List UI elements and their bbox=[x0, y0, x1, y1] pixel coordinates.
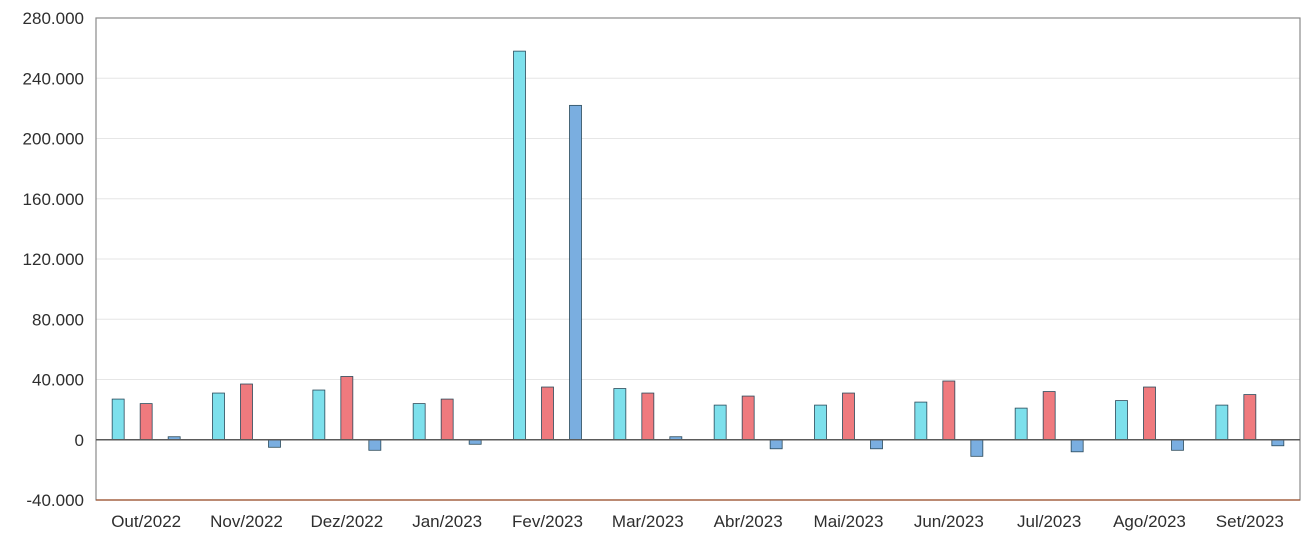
bar-series-2-ago-2023 bbox=[1143, 386, 1156, 441]
bar-series-3-nov-2022 bbox=[268, 439, 281, 448]
bar-series-1-jul-2023 bbox=[1014, 407, 1028, 441]
bar-series-2-dez-2022 bbox=[340, 376, 354, 441]
axis-lines bbox=[96, 439, 1300, 501]
x-axis: Out/2022 Nov/2022 Dez/2022 Jan/2023 Fev/2023… bbox=[111, 512, 1284, 531]
bar-series-1-nov-2022 bbox=[212, 392, 225, 441]
x-tick-label: Mai/2023 bbox=[814, 512, 884, 531]
bar-series-3-mai-2023 bbox=[870, 439, 883, 450]
y-tick-label: 200.000 bbox=[23, 130, 84, 149]
bar-series-1-abr-2023 bbox=[713, 404, 727, 441]
bar-series-2-set-2023 bbox=[1243, 394, 1257, 441]
bar-series-1-set-2023 bbox=[1215, 404, 1229, 441]
bar-series-2-nov-2022 bbox=[240, 383, 253, 441]
x-tick-label: Nov/2022 bbox=[210, 512, 283, 531]
bar-series-2-mai-2023 bbox=[842, 392, 855, 441]
y-tick-label: 240.000 bbox=[23, 69, 84, 88]
y-tick-label: 160.000 bbox=[23, 190, 84, 209]
x-tick-label: Dez/2022 bbox=[310, 512, 383, 531]
bar-series-2-mar-2023 bbox=[641, 392, 655, 441]
x-tick-label: Jul/2023 bbox=[1017, 512, 1081, 531]
y-tick-label: 40.000 bbox=[32, 371, 84, 390]
bar-series-2-jun-2023 bbox=[942, 380, 956, 441]
bar-series-3-jun-2023 bbox=[970, 439, 984, 457]
bar-series-3-fev-2023 bbox=[569, 104, 582, 441]
bar-series-1-dez-2022 bbox=[312, 389, 326, 441]
bar-series-3-dez-2022 bbox=[368, 439, 382, 451]
x-tick-label: Ago/2023 bbox=[1113, 512, 1186, 531]
x-tick-label: Out/2022 bbox=[111, 512, 181, 531]
x-tick-label: Set/2023 bbox=[1216, 512, 1284, 531]
y-axis: -40.000 0 40.000 80.000 120.000 160.000 200.00… bbox=[23, 9, 84, 510]
x-tick-label: Fev/2023 bbox=[512, 512, 583, 531]
bar-series-1-jan-2023 bbox=[412, 403, 426, 441]
bar-series-2-fev-2023 bbox=[541, 386, 554, 441]
x-tick-label: Abr/2023 bbox=[714, 512, 783, 531]
bar-series-2-jul-2023 bbox=[1042, 391, 1056, 441]
x-tick-label: Jun/2023 bbox=[914, 512, 984, 531]
bar-series-1-out-2022 bbox=[111, 398, 125, 441]
bar-series-1-jun-2023 bbox=[914, 401, 928, 441]
bar-series-2-out-2022 bbox=[139, 403, 153, 441]
bars bbox=[111, 50, 1285, 457]
bar-series-2-abr-2023 bbox=[741, 395, 755, 441]
y-tick-label: 280.000 bbox=[23, 9, 84, 28]
bar-series-1-ago-2023 bbox=[1115, 400, 1128, 441]
bar-series-2-jan-2023 bbox=[440, 398, 454, 441]
bar-series-1-mai-2023 bbox=[814, 404, 827, 441]
bar-series-3-set-2023 bbox=[1271, 439, 1285, 447]
bar-series-3-ago-2023 bbox=[1171, 439, 1184, 451]
bar-series-1-mar-2023 bbox=[613, 388, 627, 441]
y-tick-label: -40.000 bbox=[26, 491, 84, 510]
y-tick-label: 0 bbox=[75, 431, 84, 450]
bar-series-1-fev-2023 bbox=[513, 50, 526, 441]
x-tick-label: Mar/2023 bbox=[612, 512, 684, 531]
x-tick-label: Jan/2023 bbox=[412, 512, 482, 531]
bar-series-3-abr-2023 bbox=[769, 439, 783, 450]
bar-series-3-jul-2023 bbox=[1070, 439, 1084, 453]
y-tick-label: 80.000 bbox=[32, 310, 84, 329]
y-tick-label: 120.000 bbox=[23, 250, 84, 269]
gridlines bbox=[96, 17, 1300, 380]
